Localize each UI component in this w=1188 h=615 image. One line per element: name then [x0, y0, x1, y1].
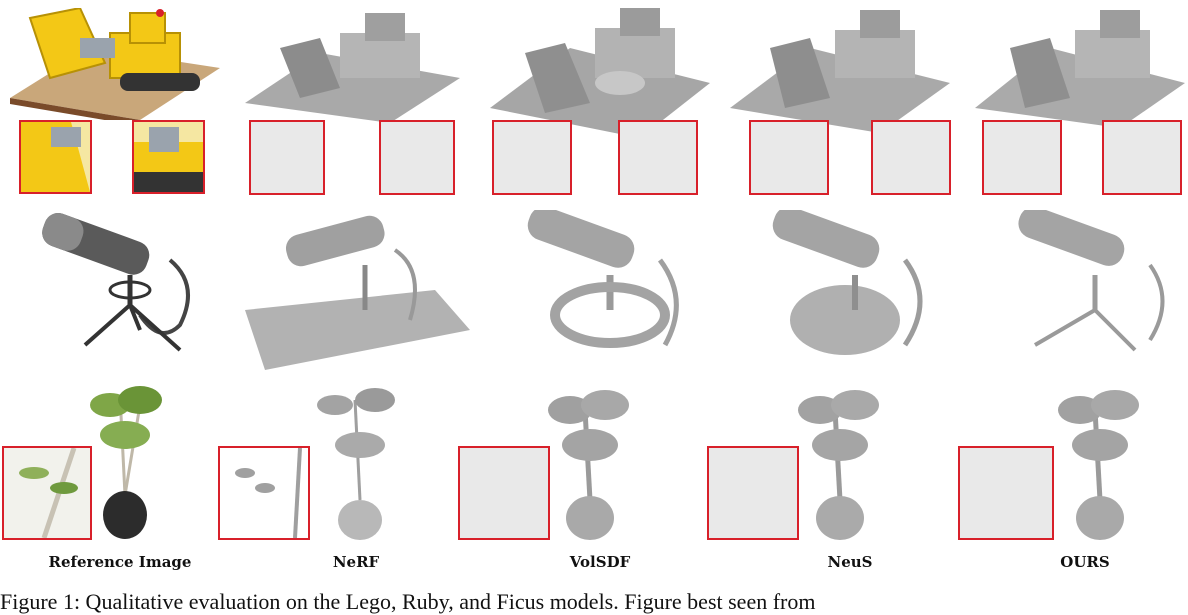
mic-nerf-mesh	[245, 210, 470, 370]
lego-ours-mesh	[975, 8, 1185, 133]
mic-ours-mesh	[1010, 210, 1175, 360]
lego-volsdf-inset-right	[618, 120, 698, 195]
ficus-ours-inset	[958, 446, 1054, 540]
lego-ours-inset-right	[1102, 120, 1182, 195]
lego-neus-inset-left	[749, 120, 829, 195]
column-label-volsdf: VolSDF	[569, 553, 631, 571]
lego-nerf-mesh	[240, 8, 460, 128]
ficus-reference-inset	[2, 446, 92, 540]
mic-neus-mesh	[765, 210, 935, 360]
column-label-reference: Reference Image	[48, 553, 192, 571]
ficus-reference-image	[80, 375, 170, 540]
ficus-neus-mesh	[780, 380, 890, 540]
ficus-neus-inset	[707, 446, 799, 540]
lego-nerf-inset-right	[379, 120, 455, 195]
column-label-ours: OURS	[1060, 553, 1110, 571]
ficus-ours-mesh	[1040, 380, 1150, 540]
column-label-nerf: NeRF	[332, 553, 380, 571]
mic-volsdf-mesh	[520, 210, 690, 360]
lego-reference-image	[10, 8, 220, 120]
lego-reference-inset-left	[19, 120, 92, 194]
figure-caption: Figure 1: Qualitative evaluation on the …	[0, 589, 816, 614]
column-label-neus: NeuS	[827, 553, 873, 571]
lego-ours-inset-left	[982, 120, 1062, 195]
ficus-nerf-inset	[218, 446, 310, 540]
lego-reference-inset-right	[132, 120, 205, 194]
ficus-volsdf-mesh	[530, 380, 640, 540]
ficus-nerf-mesh	[300, 380, 420, 540]
ficus-volsdf-inset	[458, 446, 550, 540]
lego-volsdf-mesh	[490, 8, 710, 143]
lego-neus-mesh	[730, 8, 950, 138]
lego-nerf-inset-left	[249, 120, 325, 195]
lego-neus-inset-right	[871, 120, 951, 195]
lego-volsdf-inset-left	[492, 120, 572, 195]
mic-reference-image	[30, 205, 200, 355]
